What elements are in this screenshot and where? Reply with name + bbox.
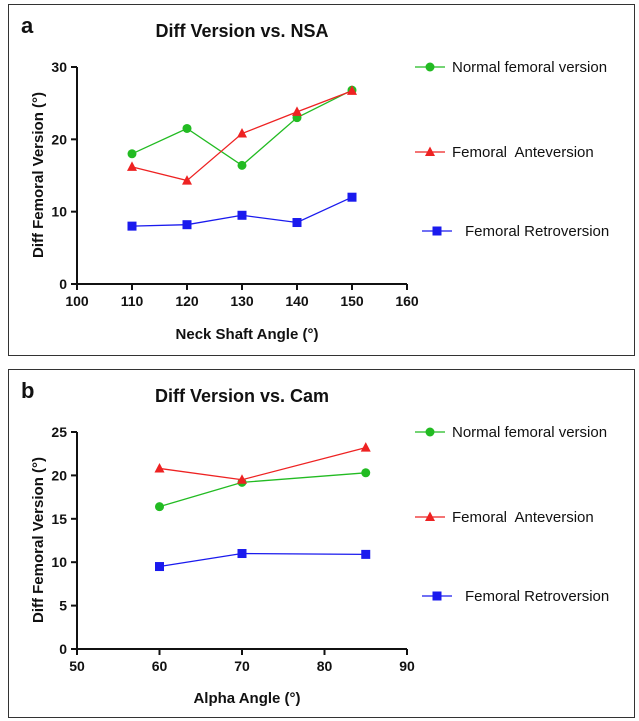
- data-point-normal-femoral-version: [127, 149, 137, 159]
- chart-svg-a: a Diff Version vs. NSA 0 10 20 30 100 110 120 1…: [21, 13, 609, 343]
- legend-item-normal-femoral-version: Normal femoral version: [415, 424, 607, 441]
- chart-panel-b: b Diff Version vs. Cam 0 5 10 15 20 25 50 60 70 8…: [8, 369, 635, 718]
- legend-label: Femoral Anteversion: [452, 144, 594, 161]
- data-point-femoral-anteversion: [127, 161, 137, 171]
- data-point-femoral-retroversion: [182, 220, 192, 230]
- chart-panel-a: a Diff Version vs. NSA 0 10 20 30 100 110 120 1…: [8, 4, 635, 356]
- y-tick-label: 0: [59, 276, 67, 292]
- legend-marker-femoral-retroversion: [432, 226, 442, 236]
- legend: Normal femoral version Femoral Anteversio…: [415, 59, 609, 240]
- data-point-femoral-retroversion: [361, 549, 371, 559]
- series-femoral-anteversion: [154, 442, 371, 484]
- data-point-femoral-anteversion: [360, 442, 371, 452]
- data-point-normal-femoral-version: [182, 123, 192, 133]
- series-normal-femoral-version: [127, 85, 357, 170]
- series-femoral-anteversion: [127, 85, 357, 185]
- legend-item-femoral-anteversion: Femoral Anteversion: [415, 509, 594, 526]
- x-tick-label: 160: [395, 293, 419, 309]
- data-point-femoral-anteversion: [154, 462, 165, 473]
- legend-item-femoral-retroversion: Femoral Retroversion: [422, 588, 609, 605]
- chart-title: Diff Version vs. NSA: [155, 21, 328, 41]
- y-tick-label: 15: [51, 511, 67, 527]
- x-tick-label: 150: [340, 293, 364, 309]
- x-tick-label: 60: [152, 658, 168, 674]
- legend-label: Normal femoral version: [452, 424, 607, 441]
- legend-marker-normal-femoral-version: [425, 427, 435, 437]
- series-femoral-retroversion: [155, 549, 371, 572]
- legend-label: Femoral Anteversion: [452, 509, 594, 526]
- y-tick-label: 30: [51, 59, 67, 75]
- series-line-femoral-retroversion: [159, 552, 366, 568]
- data-point-femoral-retroversion: [292, 218, 302, 228]
- x-tick-label: 140: [285, 293, 309, 309]
- plot-area: 0 5 10 15 20 25 50 60 70 80 90: [51, 424, 415, 674]
- y-axis-label: Diff Femoral Version (°): [30, 92, 47, 258]
- series-line-normal-femoral-version: [159, 472, 366, 508]
- legend-label: Femoral Retroversion: [465, 223, 609, 240]
- legend-label: Femoral Retroversion: [465, 588, 609, 605]
- y-tick-label: 10: [51, 554, 67, 570]
- legend-marker-femoral-anteversion: [425, 511, 435, 521]
- data-point-femoral-retroversion: [347, 192, 357, 202]
- legend-marker-normal-femoral-version: [425, 62, 435, 72]
- legend-label: Normal femoral version: [452, 59, 607, 76]
- y-tick-label: 25: [51, 424, 67, 440]
- chart-svg-b: b Diff Version vs. Cam 0 5 10 15 20 25 50 60 70 8…: [21, 378, 609, 707]
- chart-title: Diff Version vs. Cam: [155, 386, 329, 406]
- panel-letter: a: [21, 13, 34, 38]
- data-point-femoral-anteversion: [347, 85, 357, 95]
- x-tick-label: 50: [69, 658, 85, 674]
- x-axis-label: Neck Shaft Angle (°): [176, 326, 319, 343]
- data-point-femoral-retroversion: [237, 549, 247, 559]
- legend-item-normal-femoral-version: Normal femoral version: [415, 59, 607, 76]
- data-point-femoral-retroversion: [237, 210, 247, 220]
- y-tick-label: 5: [59, 598, 67, 614]
- x-axis-label: Alpha Angle (°): [193, 690, 300, 707]
- y-tick-label: 20: [51, 467, 67, 483]
- data-point-femoral-anteversion: [292, 106, 302, 116]
- legend-marker-femoral-retroversion: [432, 591, 442, 601]
- legend-item-femoral-anteversion: Femoral Anteversion: [415, 144, 594, 161]
- data-point-femoral-retroversion: [127, 221, 137, 231]
- x-tick-label: 110: [121, 293, 144, 309]
- y-tick-label: 0: [59, 641, 67, 657]
- data-point-normal-femoral-version: [237, 160, 247, 170]
- plot-area: 0 10 20 30 100 110 120 130 140 150 160: [51, 59, 418, 309]
- legend-item-femoral-retroversion: Femoral Retroversion: [422, 223, 609, 240]
- data-point-normal-femoral-version: [361, 468, 371, 478]
- x-tick-label: 80: [317, 658, 333, 674]
- series-femoral-retroversion: [127, 192, 357, 231]
- data-point-femoral-anteversion: [182, 175, 192, 185]
- x-tick-label: 120: [175, 293, 199, 309]
- y-tick-label: 20: [51, 131, 67, 147]
- x-tick-label: 100: [65, 293, 89, 309]
- legend: Normal femoral version Femoral Anteversio…: [415, 424, 609, 605]
- x-tick-label: 70: [234, 658, 250, 674]
- data-point-femoral-anteversion: [237, 128, 247, 138]
- series-line-normal-femoral-version: [131, 89, 353, 167]
- x-tick-label: 90: [399, 658, 415, 674]
- data-point-femoral-anteversion: [237, 474, 247, 484]
- y-tick-label: 10: [51, 204, 67, 220]
- y-axis-label: Diff Femoral Version (°): [30, 457, 47, 623]
- data-point-normal-femoral-version: [155, 502, 164, 512]
- panel-letter: b: [21, 378, 34, 403]
- data-point-femoral-retroversion: [155, 562, 164, 572]
- legend-marker-femoral-anteversion: [425, 146, 435, 156]
- x-tick-label: 130: [230, 293, 254, 309]
